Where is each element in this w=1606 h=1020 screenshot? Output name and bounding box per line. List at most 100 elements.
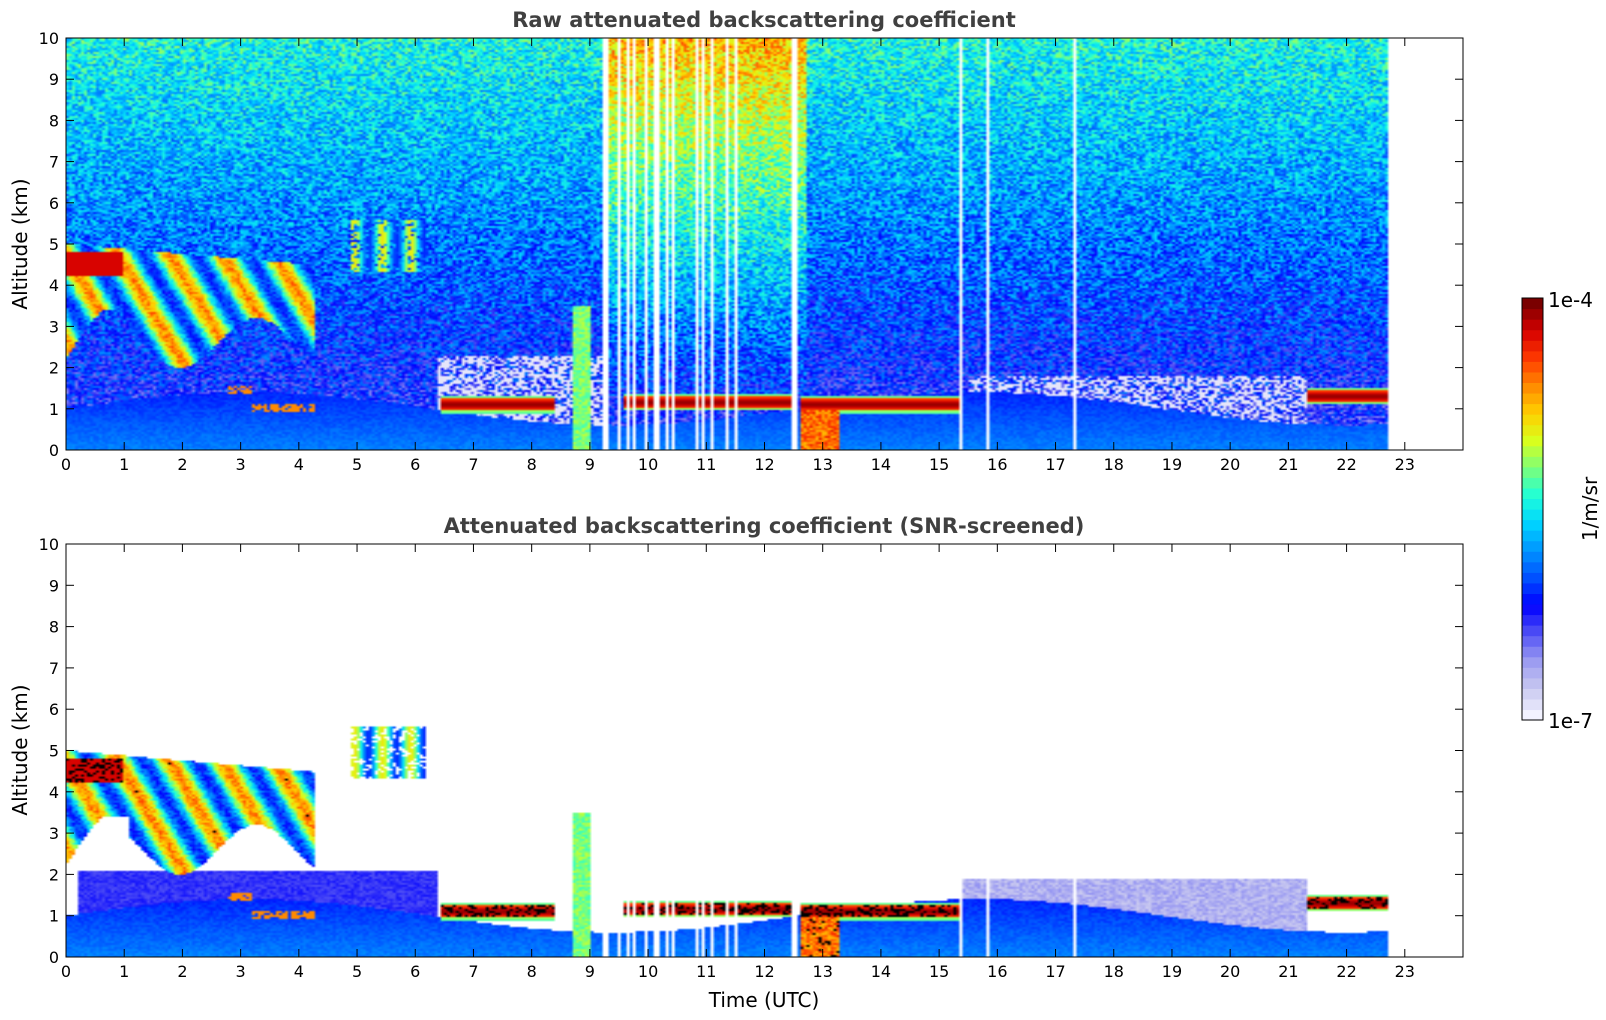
colorbar-step bbox=[1522, 646, 1543, 658]
y-tick-label: 10 bbox=[39, 535, 59, 554]
colorbar-step bbox=[1522, 298, 1543, 310]
y-tick-label: 8 bbox=[49, 111, 59, 130]
x-tick-label: 22 bbox=[1336, 455, 1356, 474]
screened-panel-ticks: 0 1 2 3 4 5 6 7 8 9 10 11 12 13 14 15 16 17 18 19 20 21 22 2301… bbox=[39, 535, 1463, 981]
y-tick-label: 6 bbox=[49, 700, 59, 719]
x-tick-label: 2 bbox=[177, 962, 187, 981]
y-tick-label: 6 bbox=[49, 194, 59, 213]
y-tick-label: 0 bbox=[49, 441, 59, 460]
x-tick-label: 23 bbox=[1395, 455, 1415, 474]
x-tick-label: 9 bbox=[585, 455, 595, 474]
colorbar-step bbox=[1522, 572, 1543, 584]
y-tick-label: 9 bbox=[49, 576, 59, 595]
colorbar-step bbox=[1522, 677, 1543, 689]
x-tick-label: 1 bbox=[119, 455, 129, 474]
colorbar-step bbox=[1522, 392, 1543, 405]
x-tick-label: 21 bbox=[1278, 962, 1298, 981]
colorbar-step bbox=[1522, 308, 1543, 320]
y-tick-label: 8 bbox=[49, 618, 59, 637]
colorbar-steps bbox=[1522, 298, 1543, 721]
x-tick-label: 16 bbox=[987, 962, 1007, 981]
x-tick-label: 12 bbox=[754, 455, 774, 474]
y-tick-label: 4 bbox=[49, 276, 59, 295]
colorbar-step bbox=[1522, 435, 1543, 447]
y-tick-label: 2 bbox=[49, 865, 59, 884]
colorbar-step bbox=[1522, 688, 1543, 700]
x-tick-label: 19 bbox=[1162, 455, 1182, 474]
x-tick-label: 2 bbox=[177, 455, 187, 474]
x-tick-label: 5 bbox=[352, 455, 362, 474]
y-tick-label: 7 bbox=[49, 659, 59, 678]
x-tick-label: 3 bbox=[236, 962, 246, 981]
y-tick-label: 4 bbox=[49, 783, 59, 802]
colorbar-step bbox=[1522, 625, 1543, 637]
x-tick-label: 15 bbox=[929, 962, 949, 981]
x-tick-label: 1 bbox=[119, 962, 129, 981]
x-tick-label: 12 bbox=[754, 962, 774, 981]
screened-panel-title: Attenuated backscattering coefficient (S… bbox=[444, 514, 1085, 538]
colorbar-frame bbox=[1521, 297, 1544, 721]
x-tick-label: 10 bbox=[638, 962, 658, 981]
x-tick-label: 17 bbox=[1045, 455, 1065, 474]
x-tick-label: 20 bbox=[1220, 455, 1240, 474]
colorbar-step bbox=[1522, 329, 1543, 341]
x-tick-label: 18 bbox=[1104, 455, 1124, 474]
colorbar-step bbox=[1522, 603, 1543, 616]
screened-heatmap bbox=[66, 544, 1463, 957]
screened-heatmap-image bbox=[66, 544, 1463, 957]
colorbar-step bbox=[1522, 403, 1543, 415]
y-tick-label: 5 bbox=[49, 742, 59, 761]
colorbar-step bbox=[1522, 445, 1543, 457]
colorbar-step bbox=[1522, 382, 1543, 394]
x-tick-label: 3 bbox=[236, 455, 246, 474]
raw-panel: Raw attenuated backscattering coefficien… bbox=[8, 8, 1464, 474]
x-tick-label: 14 bbox=[871, 962, 891, 981]
colorbar-step bbox=[1522, 656, 1543, 668]
y-tick-label: 1 bbox=[49, 400, 59, 419]
colorbar-step bbox=[1522, 477, 1543, 489]
x-tick-label: 6 bbox=[410, 962, 420, 981]
x-axis-label: Time (UTC) bbox=[708, 988, 820, 1012]
colorbar-step bbox=[1522, 709, 1543, 721]
x-tick-label: 6 bbox=[410, 455, 420, 474]
raw-heatmap-image bbox=[66, 38, 1463, 450]
colorbar-step bbox=[1522, 614, 1543, 626]
x-tick-label: 0 bbox=[61, 962, 71, 981]
raw-y-axis-label: Altitude (km) bbox=[8, 178, 32, 309]
x-tick-label: 14 bbox=[871, 455, 891, 474]
x-tick-label: 17 bbox=[1045, 962, 1065, 981]
x-tick-label: 13 bbox=[813, 455, 833, 474]
x-tick-label: 16 bbox=[987, 455, 1007, 474]
colorbar-step bbox=[1522, 340, 1543, 352]
colorbar-step bbox=[1522, 350, 1543, 362]
x-tick-label: 20 bbox=[1220, 962, 1240, 981]
y-tick-label: 3 bbox=[49, 824, 59, 843]
x-tick-label: 21 bbox=[1278, 455, 1298, 474]
colorbar-step bbox=[1522, 561, 1543, 573]
x-tick-label: 19 bbox=[1162, 962, 1182, 981]
colorbar-step bbox=[1522, 487, 1543, 500]
y-tick-label: 7 bbox=[49, 153, 59, 172]
x-tick-label: 8 bbox=[527, 962, 537, 981]
colorbar-step bbox=[1522, 414, 1543, 426]
screened-y-axis-label: Altitude (km) bbox=[8, 684, 32, 815]
colorbar-step bbox=[1522, 519, 1543, 531]
colorbar-step bbox=[1522, 540, 1543, 552]
colorbar-step bbox=[1522, 593, 1543, 605]
screened-panel: Attenuated backscattering coefficient (S… bbox=[8, 514, 1464, 1012]
x-tick-label: 8 bbox=[527, 455, 537, 474]
colorbar-step bbox=[1522, 698, 1543, 711]
colorbar-step bbox=[1522, 466, 1543, 478]
y-tick-label: 10 bbox=[39, 29, 59, 48]
y-tick-label: 0 bbox=[49, 948, 59, 967]
colorbar-step bbox=[1522, 582, 1543, 594]
y-tick-label: 5 bbox=[49, 235, 59, 254]
colorbar-step bbox=[1522, 667, 1543, 679]
y-tick-label: 2 bbox=[49, 359, 59, 378]
colorbar-step bbox=[1522, 319, 1543, 331]
colorbar-step bbox=[1522, 456, 1543, 468]
x-tick-label: 5 bbox=[352, 962, 362, 981]
colorbar-step bbox=[1522, 635, 1543, 647]
y-tick-label: 3 bbox=[49, 317, 59, 336]
